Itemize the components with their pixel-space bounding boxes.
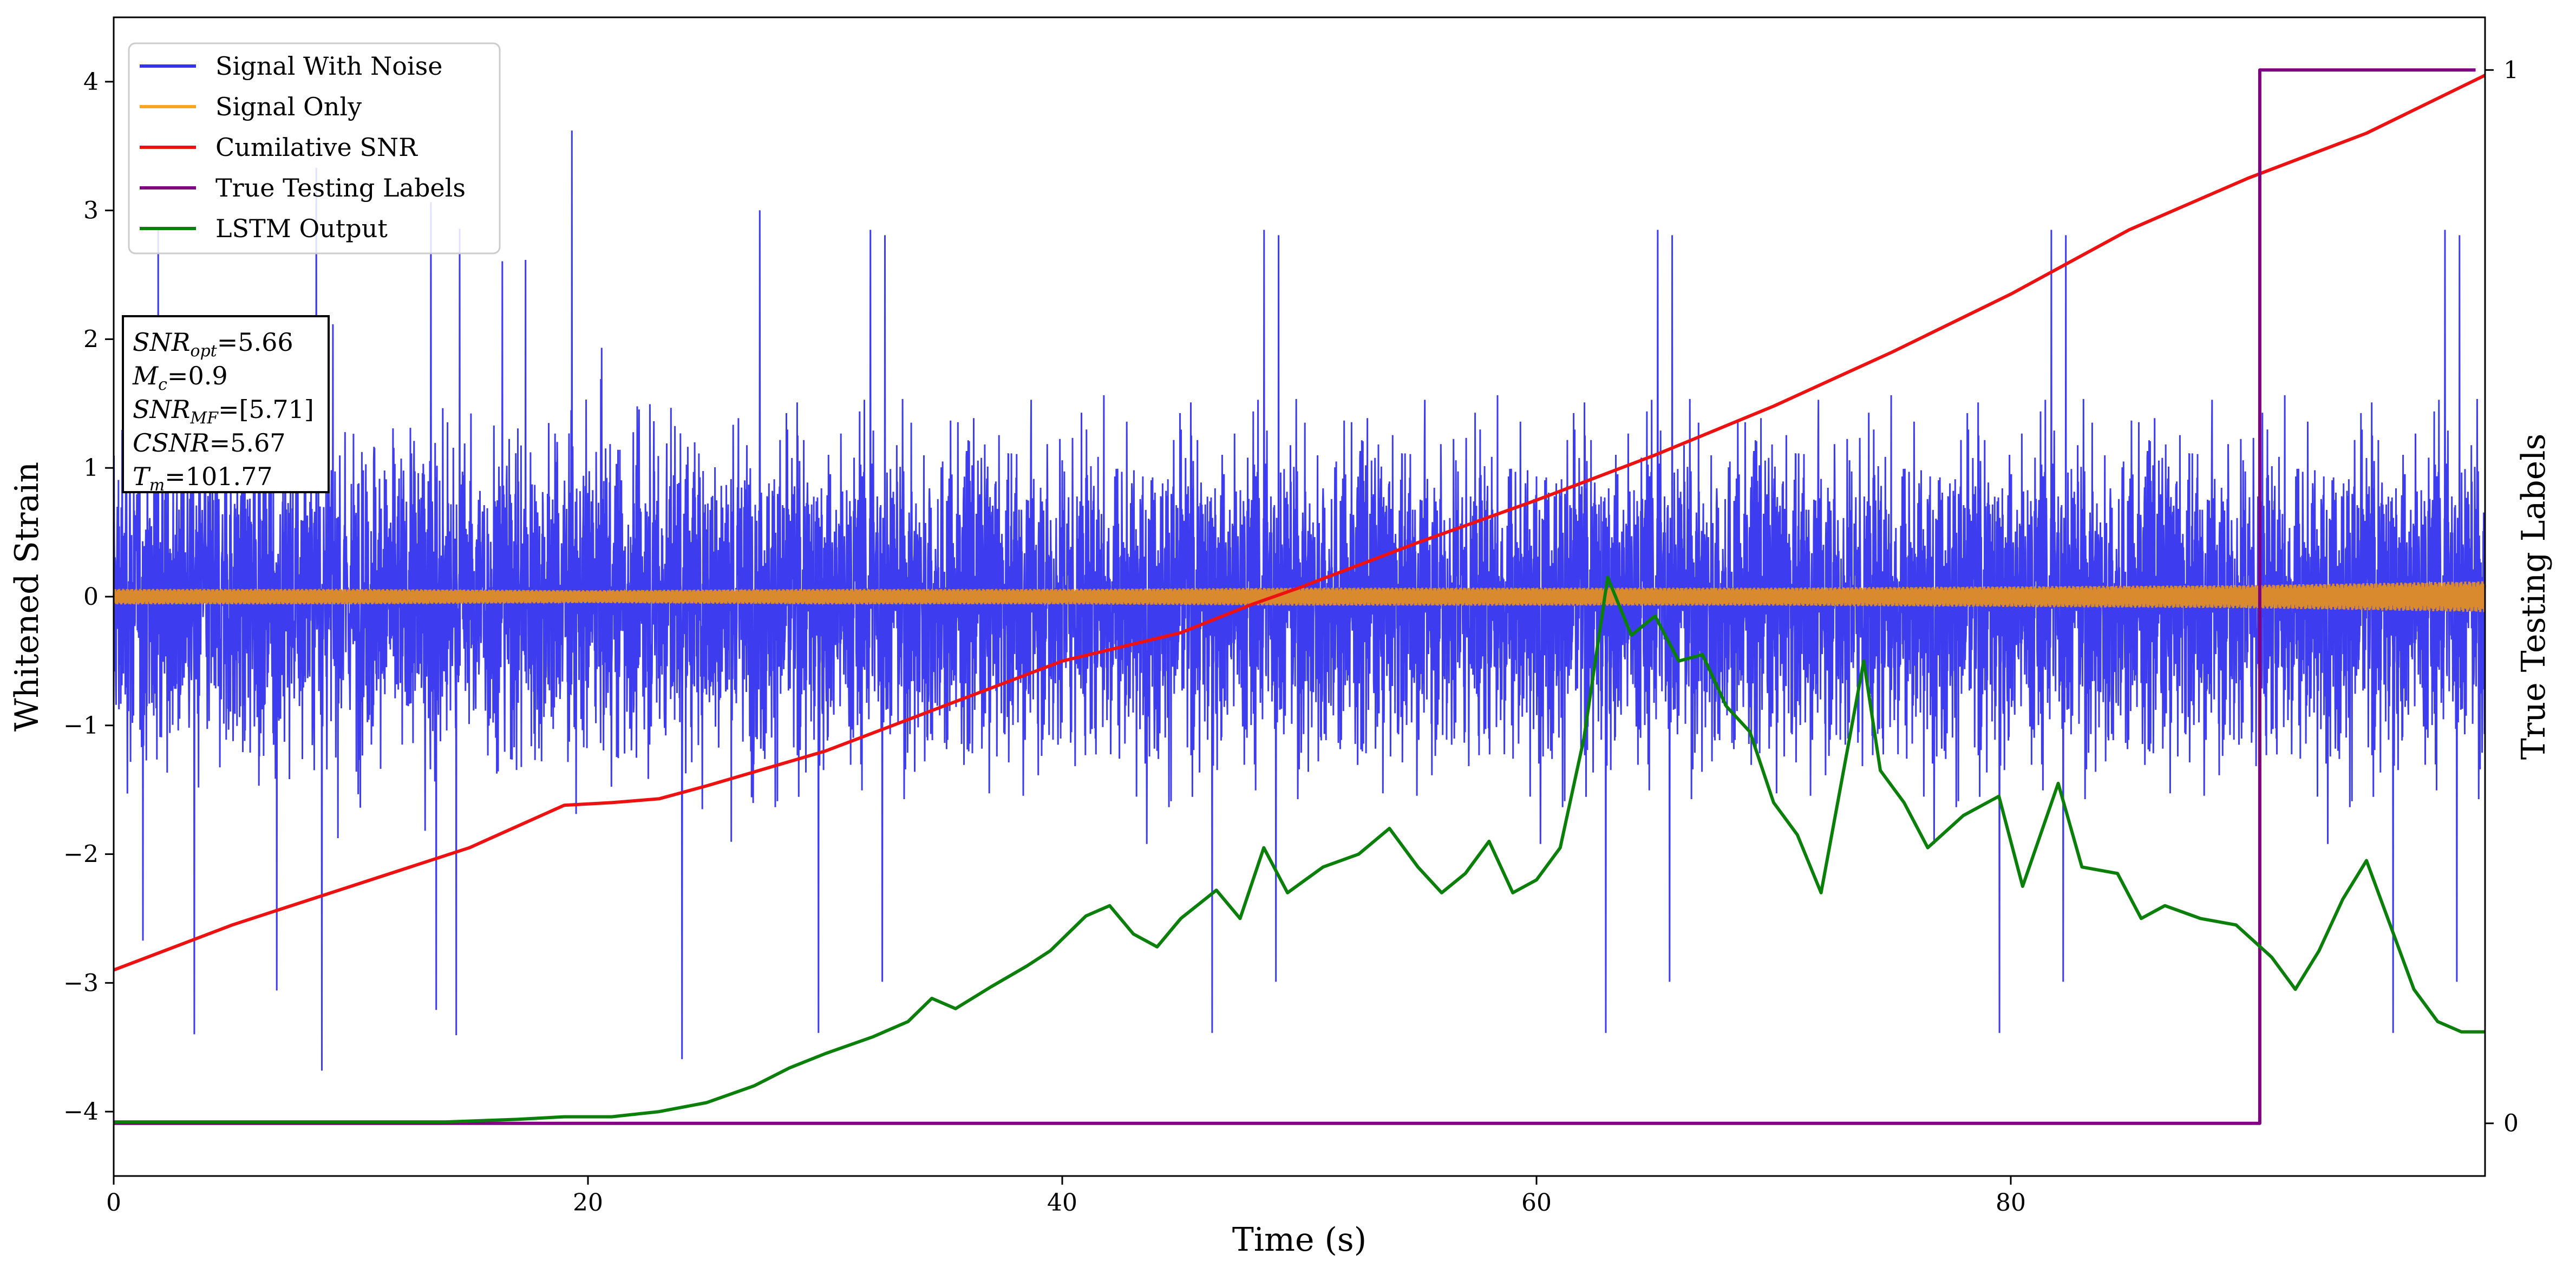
y-tick-label: −2	[63, 841, 99, 868]
x-tick-label: 80	[1996, 1189, 2026, 1217]
x-tick-label: 0	[106, 1189, 121, 1217]
legend-entry: Cumilative SNR	[140, 133, 418, 162]
y2-tick-label: 1	[2503, 56, 2519, 84]
y-tick-label: 0	[83, 583, 99, 611]
y-tick-label: −1	[63, 712, 99, 740]
series-true-testing-labels	[114, 68, 2476, 1125]
series-cumilative-snr	[113, 74, 2486, 972]
legend-entry: Signal With Noise	[140, 51, 442, 81]
y-tick-label: 3	[83, 197, 99, 225]
series-lstm-output	[114, 576, 2485, 1124]
x-axis-title: Time (s)	[1232, 1221, 1367, 1259]
y-tick-label: 2	[83, 325, 99, 353]
y2-tick-label: 0	[2503, 1110, 2519, 1138]
legend-entry: Signal Only	[140, 92, 362, 121]
y-tick-label: −3	[63, 969, 99, 997]
legend: Signal With Noise Signal Only Cumilative…	[128, 42, 501, 254]
annotation-line: CSNR=5.67	[133, 428, 286, 458]
annotation-line: SNRopt=5.66	[133, 328, 293, 361]
x-tick-label: 20	[573, 1189, 603, 1217]
y2-axis-title: True Testing Labels	[2515, 434, 2553, 760]
annotation-line: Mc=0.9	[132, 361, 228, 394]
x-tick-label: 60	[1521, 1189, 1552, 1217]
y-tick-label: 4	[83, 68, 99, 96]
plot-area	[113, 68, 2486, 1125]
legend-label: Signal Only	[215, 92, 362, 121]
legend-label: LSTM Output	[215, 214, 388, 243]
legend-label: True Testing Labels	[215, 173, 466, 202]
annotation-frame	[122, 315, 330, 493]
x-tick-label: 40	[1047, 1189, 1077, 1217]
y-axis-title: Whitened Strain	[8, 462, 46, 731]
y-tick-label: 1	[83, 454, 99, 482]
legend-entry: LSTM Output	[140, 214, 388, 243]
legend-entry: True Testing Labels	[140, 173, 466, 202]
y-tick-label: −4	[63, 1098, 99, 1126]
legend-label: Signal With Noise	[215, 51, 442, 81]
annotation-box: SNRopt=5.66 Mc=0.9 SNRMF=[5.71] CSNR=5.6…	[122, 315, 330, 495]
annotation-line: SNRMF=[5.71]	[133, 395, 314, 428]
legend-label: Cumilative SNR	[215, 133, 418, 162]
annotation-line: Tm=101.77	[133, 462, 273, 495]
legend-frame	[128, 42, 501, 254]
